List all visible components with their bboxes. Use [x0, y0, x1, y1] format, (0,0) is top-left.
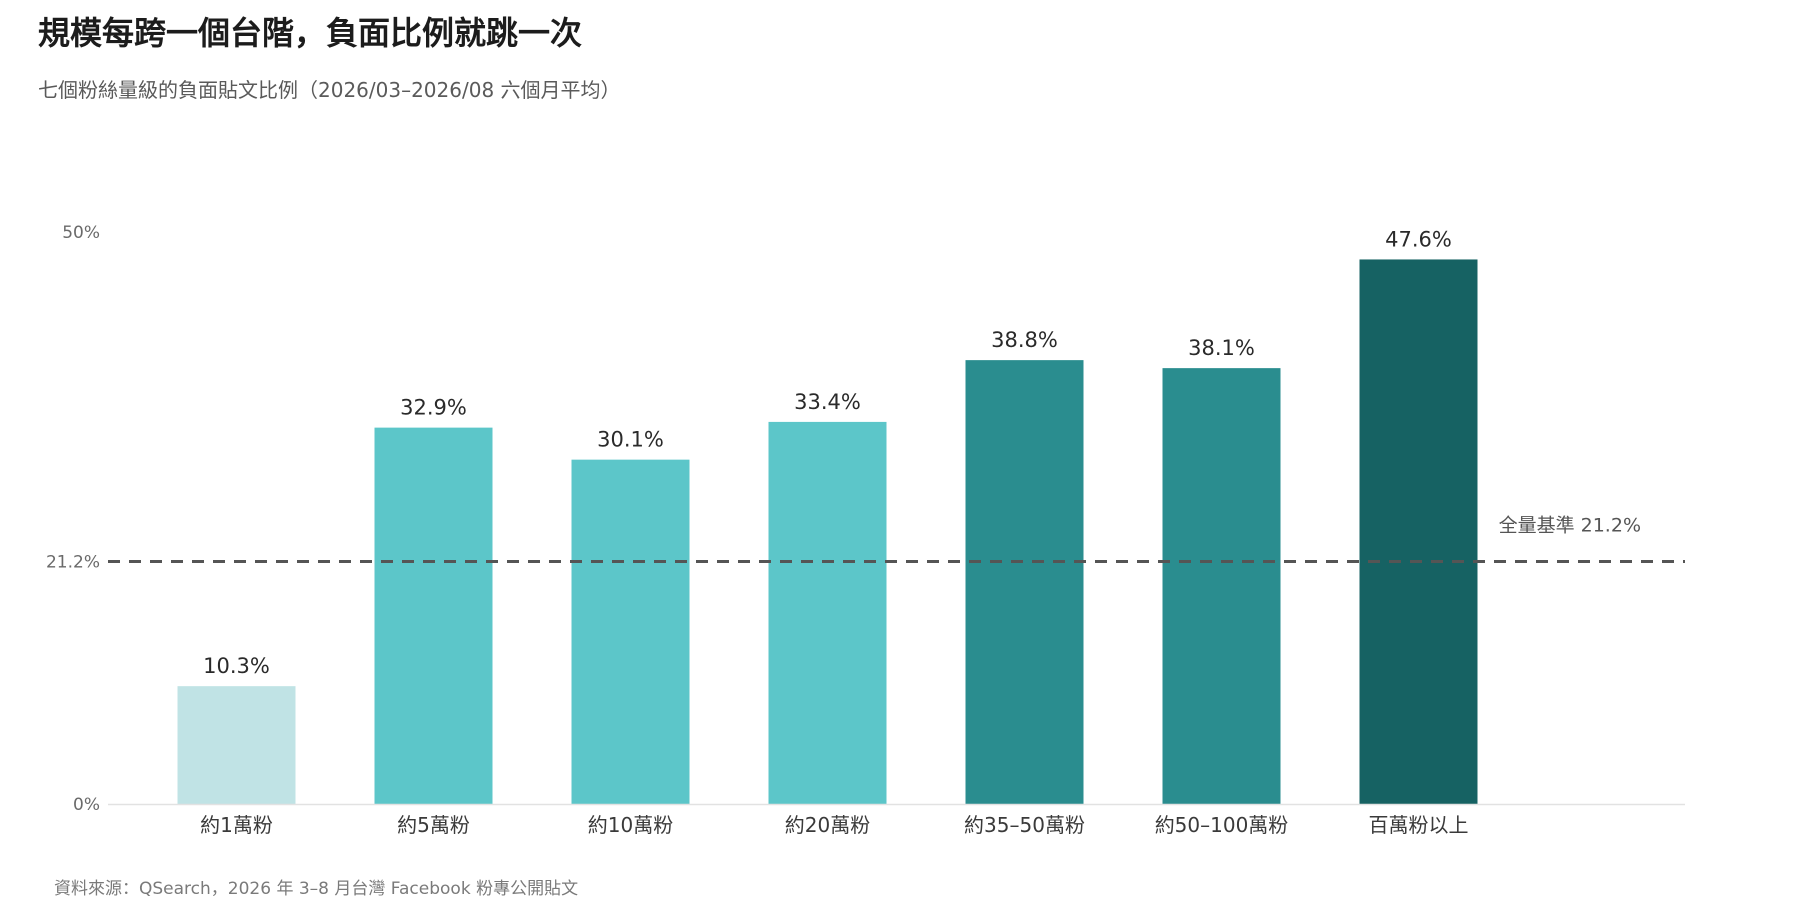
- x-tick-label: 約50–100萬粉: [1155, 813, 1289, 837]
- y-axis: 0% 21.2% 50%: [46, 223, 100, 815]
- chart-subtitle: 七個粉絲量級的負面貼文比例（2026/03–2026/08 六個月平均）: [38, 78, 621, 102]
- x-tick-label: 約35–50萬粉: [964, 813, 1085, 837]
- y-tick-label: 21.2%: [46, 552, 100, 572]
- y-tick-label: 0%: [73, 795, 100, 815]
- bar-value-label: 38.1%: [1188, 336, 1255, 360]
- bar-value-label: 33.4%: [794, 390, 861, 414]
- x-tick-label: 約20萬粉: [785, 813, 870, 837]
- chart-title: 規模每跨一個台階，負面比例就跳一次: [38, 14, 583, 52]
- y-tick-label: 50%: [62, 223, 100, 243]
- bar-series: 10.3% 32.9% 30.1% 33.4% 38.8% 38.1% 47.6%: [177, 227, 1478, 804]
- bar: [1359, 259, 1478, 804]
- bar-value-label: 32.9%: [400, 396, 467, 420]
- bar-value-label: 47.6%: [1385, 227, 1452, 251]
- bar: [1162, 368, 1281, 804]
- bar: [965, 360, 1084, 804]
- x-tick-label: 約10萬粉: [588, 813, 673, 837]
- bar-value-label: 10.3%: [203, 654, 270, 678]
- x-axis: 約1萬粉 約5萬粉 約10萬粉 約20萬粉 約35–50萬粉 約50–100萬粉 百萬粉以上: [108, 803, 1685, 837]
- bar: [571, 459, 690, 804]
- reference-line-label: 全量基準 21.2%: [1499, 514, 1641, 536]
- bar: [177, 686, 296, 804]
- reference-line-group: 全量基準 21.2%: [108, 514, 1685, 563]
- bar: [768, 421, 887, 804]
- x-tick-label: 約5萬粉: [397, 813, 470, 837]
- x-tick-label: 約1萬粉: [200, 813, 273, 837]
- bar-value-label: 30.1%: [597, 428, 664, 452]
- bar: [374, 427, 493, 804]
- bar-value-label: 38.8%: [991, 328, 1058, 352]
- source-note: 資料來源：QSearch，2026 年 3–8 月台灣 Facebook 粉專公…: [54, 879, 579, 899]
- x-tick-label: 百萬粉以上: [1369, 813, 1469, 837]
